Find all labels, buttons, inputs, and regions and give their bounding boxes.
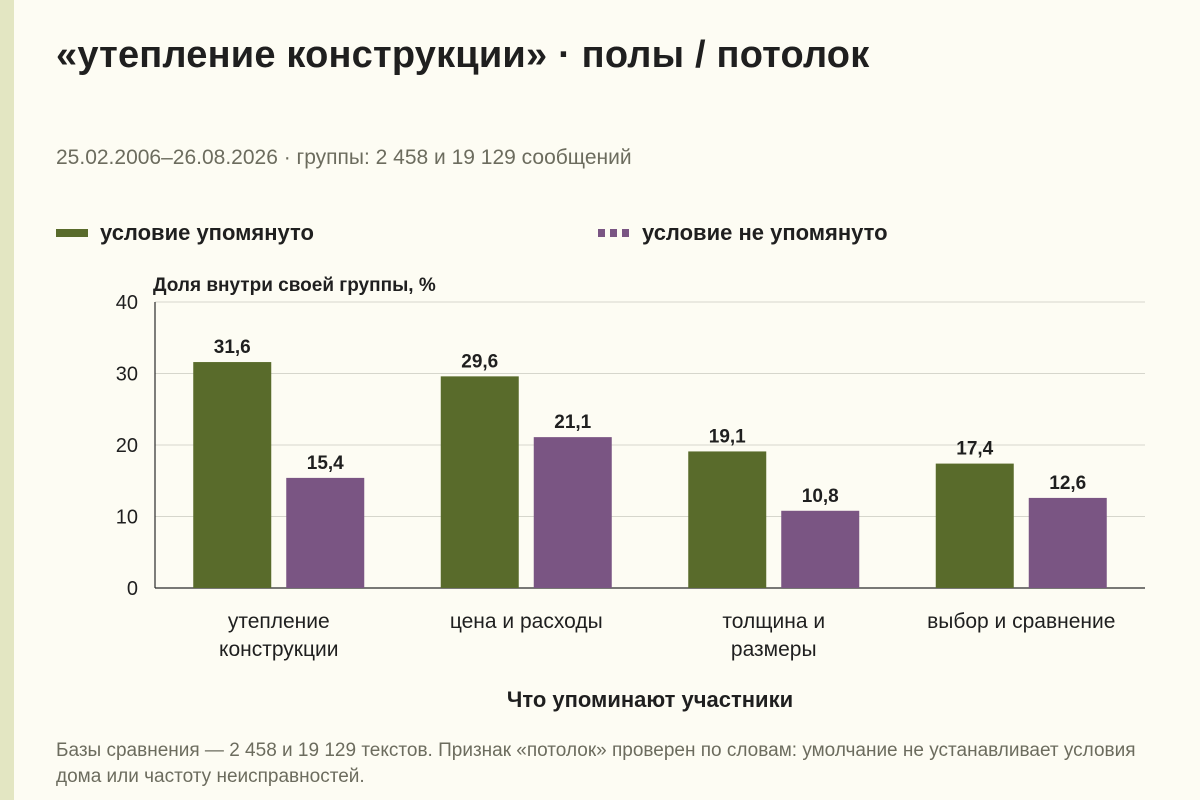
legend-item-not-mentioned: условие не упомянуто: [598, 220, 888, 246]
y-tick-label: 20: [116, 435, 138, 457]
bar: [688, 451, 767, 588]
y-tick-label: 40: [116, 292, 138, 314]
bar: [1028, 497, 1107, 588]
legend-label-mentioned: условие упомянуто: [100, 220, 314, 245]
chart-title: «утепление конструкции» · полы / потолок: [56, 34, 870, 76]
x-tick-label: выбор и сравнение: [927, 610, 1115, 633]
bar-value-label: 17,4: [956, 439, 993, 460]
x-tick-label: цена и расходы: [450, 610, 603, 633]
bar: [440, 376, 519, 588]
legend-label-not-mentioned: условие не упомянуто: [642, 220, 888, 245]
y-axis-label: Доля внутри своей группы, %: [153, 275, 436, 296]
bar-value-label: 10,8: [802, 486, 839, 507]
bar-chart: 0 10 20 30 40 Доля внутри своей группы, % 31,6…: [116, 275, 1145, 712]
bar-value-label: 15,4: [307, 453, 344, 474]
bar: [533, 437, 612, 588]
y-tick-label: 0: [127, 578, 138, 600]
bar: [193, 362, 272, 588]
bar-value-label: 31,6: [214, 337, 251, 358]
chart-subtitle: 25.02.2006–26.08.2026 · группы: 2 458 и …: [56, 146, 632, 169]
x-tick-label: размеры: [731, 638, 817, 661]
bar-value-label: 19,1: [709, 426, 746, 447]
y-tick-label: 10: [116, 507, 138, 529]
legend-swatch-mentioned: [56, 229, 88, 237]
legend-swatch-not-mentioned: [598, 229, 630, 237]
bar-value-label: 29,6: [461, 351, 498, 372]
x-tick-label: толщина и: [722, 610, 825, 633]
footnote: Базы сравнения — 2 458 и 19 129 текстов.…: [56, 740, 1136, 787]
left-accent-stripe: [0, 0, 14, 800]
bar: [781, 510, 860, 588]
bar-value-label: 12,6: [1049, 473, 1086, 494]
x-tick-label: конструкции: [219, 638, 338, 661]
legend-item-mentioned: условие упомянуто: [56, 220, 314, 246]
x-tick-label: утепление: [228, 610, 330, 633]
bar-value-label: 21,1: [554, 412, 591, 433]
x-axis-label: Что упоминают участники: [507, 687, 793, 712]
bar: [286, 477, 365, 588]
bar: [935, 463, 1014, 588]
y-tick-label: 30: [116, 364, 138, 386]
